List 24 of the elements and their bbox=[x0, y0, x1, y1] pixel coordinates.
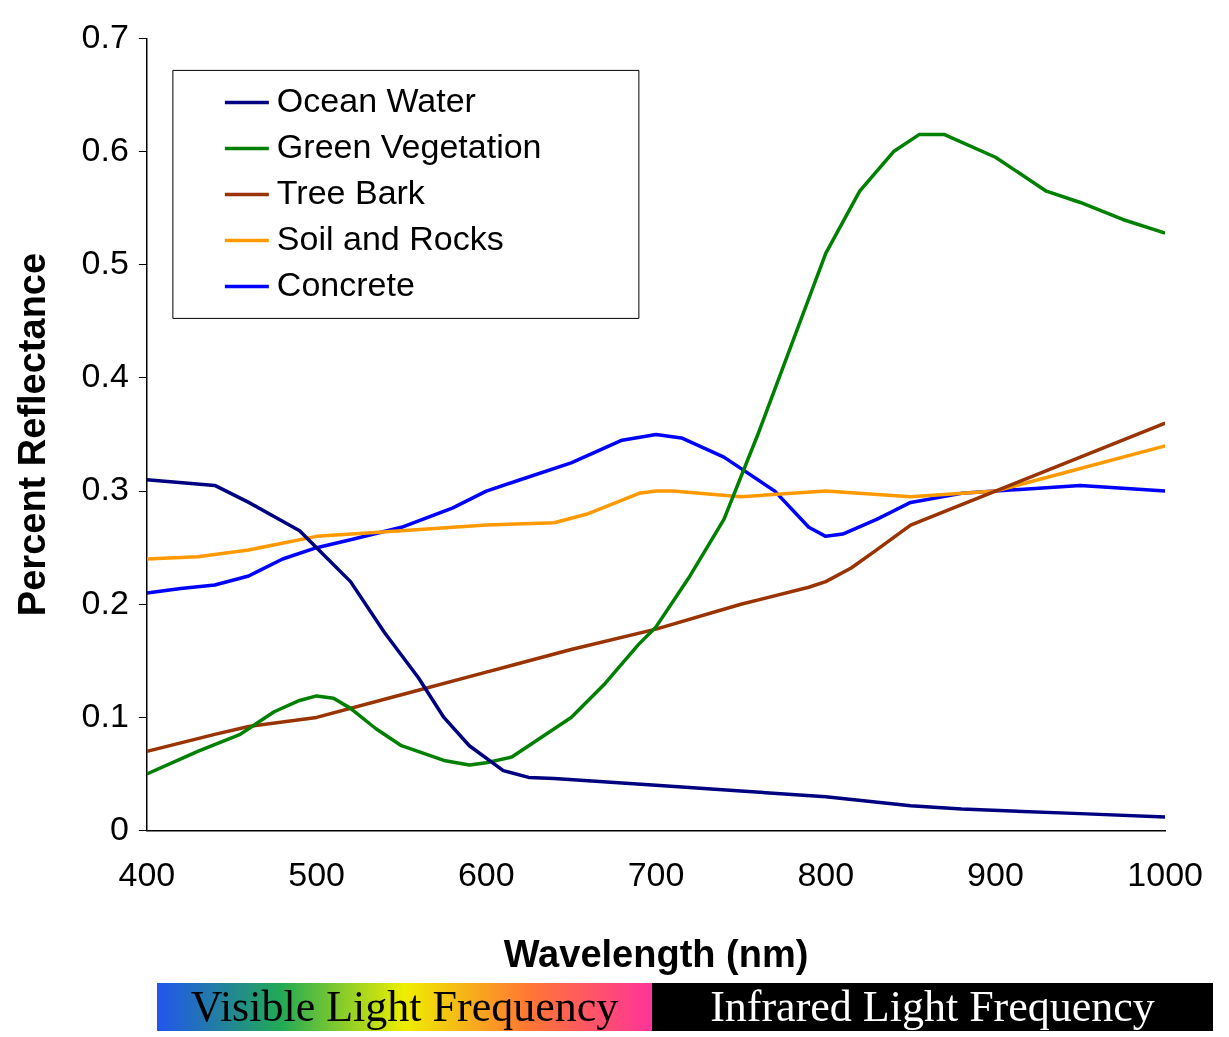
y-tick-label: 0.2 bbox=[81, 582, 129, 621]
infrared-strip: Infrared Light Frequency bbox=[652, 983, 1213, 1031]
x-tick-label: 500 bbox=[288, 855, 345, 894]
y-tick-label: 0 bbox=[109, 808, 129, 847]
x-tick-label: 600 bbox=[457, 855, 515, 894]
y-tick-label: 0.7 bbox=[81, 16, 129, 55]
legend-label: Soil and Rocks bbox=[276, 218, 504, 257]
x-tick-label: 900 bbox=[967, 855, 1024, 894]
legend-label: Concrete bbox=[276, 264, 415, 303]
y-tick-label: 0.4 bbox=[81, 356, 129, 395]
x-tick-label: 1000 bbox=[1127, 855, 1203, 894]
y-tick-label: 0.5 bbox=[81, 243, 129, 282]
y-tick-label: 0.3 bbox=[81, 469, 129, 508]
x-axis-title: Wavelength (nm) bbox=[503, 932, 809, 975]
x-tick-label: 400 bbox=[118, 855, 176, 894]
legend-label: Green Vegetation bbox=[276, 126, 542, 165]
visible-spectrum-strip: Visible Light Frequency bbox=[157, 983, 652, 1031]
x-tick-label: 700 bbox=[627, 855, 685, 894]
x-tick-label: 800 bbox=[797, 855, 855, 894]
legend-label: Ocean Water bbox=[276, 80, 476, 119]
y-axis-title: Percent Reflectance bbox=[11, 252, 54, 617]
legend-label: Tree Bark bbox=[276, 172, 426, 211]
y-tick-label: 0.1 bbox=[81, 695, 129, 734]
y-tick-label: 0.6 bbox=[81, 129, 129, 168]
